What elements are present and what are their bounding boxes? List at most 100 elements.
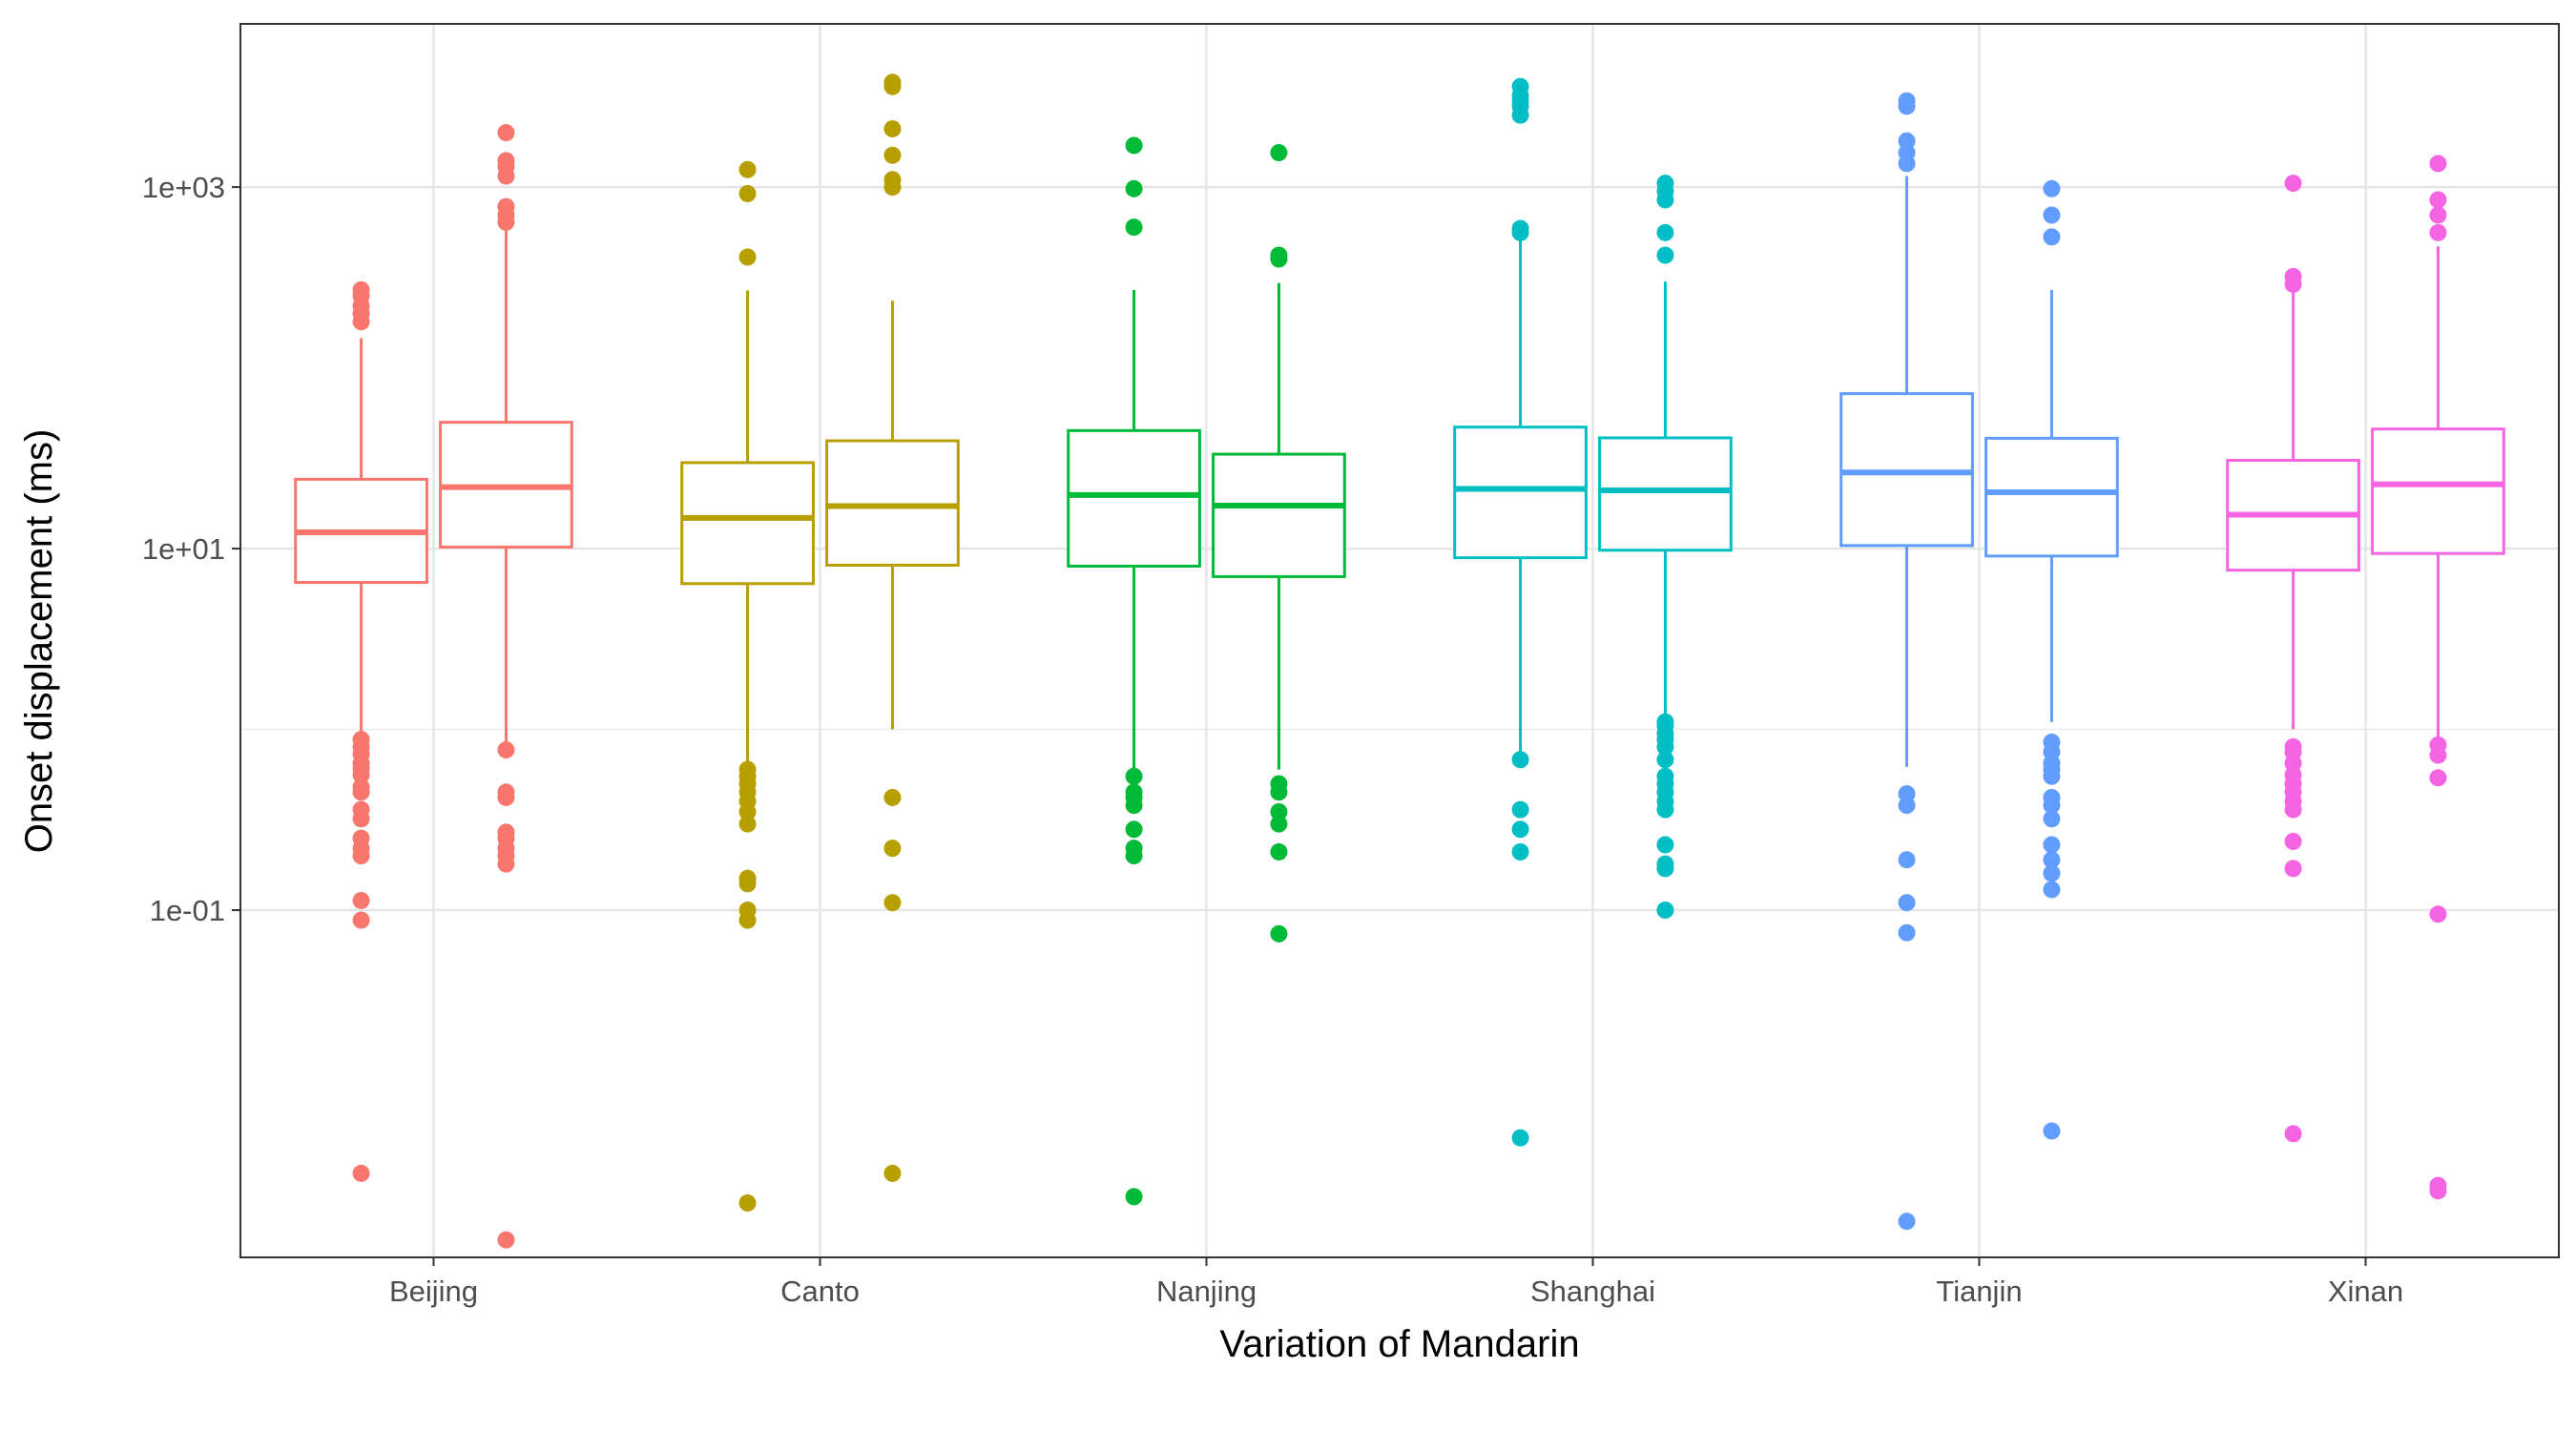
outlier-point xyxy=(738,1193,757,1212)
x-axis-title: Variation of Mandarin xyxy=(1219,1323,1579,1365)
outlier-point xyxy=(1511,820,1529,839)
box-iqr xyxy=(1067,428,1201,568)
plot-panel xyxy=(240,24,2559,1257)
outlier-point xyxy=(497,1231,515,1249)
outlier-point xyxy=(1656,767,1674,785)
outlier-point xyxy=(1270,815,1288,833)
outlier-point xyxy=(2043,228,2061,246)
box-iqr xyxy=(1984,436,2119,558)
outlier-point xyxy=(2043,1122,2061,1140)
outlier-point xyxy=(2043,881,2061,899)
outlier-point xyxy=(497,783,515,801)
outlier-point xyxy=(2043,851,2061,869)
outlier-point xyxy=(2429,191,2447,209)
box-iqr xyxy=(825,439,960,567)
outlier-point xyxy=(352,800,370,819)
box-iqr xyxy=(1598,436,1733,552)
box-iqr xyxy=(680,461,815,586)
outlier-point xyxy=(2284,737,2302,756)
outlier-point xyxy=(497,197,515,216)
box-beijing-1 xyxy=(439,124,573,1249)
y-tick-label: 1e-01 xyxy=(150,894,225,927)
outlier-point xyxy=(738,160,757,178)
outlier-point xyxy=(1898,894,1916,912)
outlier-point xyxy=(1898,132,1916,150)
y-axis-title: Onset displacement (ms) xyxy=(18,429,60,854)
outlier-point xyxy=(1125,783,1143,801)
outlier-point xyxy=(1270,842,1288,861)
outlier-point xyxy=(1125,767,1143,785)
box-shanghai-0 xyxy=(1453,77,1588,1147)
y-axis-ticks: 1e-01 1e+01 1e+03 xyxy=(142,171,240,927)
x-axis-ticks: Beijing Canto Nanjing Shanghai Tianjin Xinan xyxy=(389,1257,2403,1308)
box-nanjing-1 xyxy=(1212,144,1346,943)
box-iqr xyxy=(1453,425,1588,560)
outlier-point xyxy=(1656,751,1674,769)
outlier-point xyxy=(1656,855,1674,873)
outlier-point xyxy=(1898,92,1916,110)
outlier-point xyxy=(2043,733,2061,751)
outlier-point xyxy=(738,184,757,202)
outlier-point xyxy=(1656,175,1674,193)
outlier-point xyxy=(738,815,757,833)
outlier-point xyxy=(738,248,757,266)
box-nanjing-0 xyxy=(1067,136,1201,1206)
outlier-point xyxy=(497,124,515,142)
box-iqr xyxy=(1212,452,1346,578)
x-tick-label: Nanjing xyxy=(1156,1275,1257,1308)
outlier-point xyxy=(1125,179,1143,197)
outlier-point xyxy=(352,280,370,299)
outlier-point xyxy=(1511,219,1529,238)
outlier-point xyxy=(1270,775,1288,793)
box-xinan-0 xyxy=(2226,175,2360,1143)
outlier-point xyxy=(883,146,902,164)
outlier-point xyxy=(1270,924,1288,943)
outlier-point xyxy=(1898,144,1916,162)
outlier-point xyxy=(352,911,370,929)
outlier-point xyxy=(1656,713,1674,731)
box-series xyxy=(294,73,2505,1249)
x-tick-label: Beijing xyxy=(389,1275,478,1308)
outlier-point xyxy=(2284,1125,2302,1143)
box-tianjin-0 xyxy=(1839,92,1974,1231)
outlier-point xyxy=(2429,155,2447,173)
outlier-point xyxy=(352,891,370,909)
box-iqr xyxy=(2371,427,2505,555)
outlier-point xyxy=(1511,842,1529,861)
outlier-point xyxy=(1898,851,1916,869)
outlier-point xyxy=(1656,902,1674,920)
outlier-point xyxy=(883,1164,902,1182)
outlier-point xyxy=(1656,246,1674,264)
outlier-point xyxy=(2429,769,2447,787)
outlier-point xyxy=(2043,810,2061,828)
outlier-point xyxy=(352,1164,370,1182)
outlier-point xyxy=(1898,923,1916,942)
outlier-point xyxy=(883,120,902,138)
outlier-point xyxy=(352,731,370,749)
outlier-point xyxy=(497,741,515,759)
outlier-point xyxy=(1511,1129,1529,1147)
outlier-point xyxy=(1656,223,1674,241)
outlier-point xyxy=(2043,788,2061,806)
x-tick-label: Tianjin xyxy=(1936,1275,2022,1308)
outlier-point xyxy=(2043,836,2061,854)
outlier-point xyxy=(1125,136,1143,155)
outlier-point xyxy=(1511,751,1529,769)
outlier-point xyxy=(2284,267,2302,285)
outlier-point xyxy=(1511,800,1529,819)
box-shanghai-1 xyxy=(1598,175,1733,920)
x-tick-label: Xinan xyxy=(2328,1275,2403,1308)
outlier-point xyxy=(1898,1213,1916,1231)
outlier-point xyxy=(738,902,757,920)
outlier-point xyxy=(497,823,515,841)
outlier-point xyxy=(2429,736,2447,754)
outlier-point xyxy=(2429,223,2447,241)
outlier-point xyxy=(2284,832,2302,850)
outlier-point xyxy=(2429,206,2447,224)
outlier-point xyxy=(883,840,902,858)
outlier-point xyxy=(2429,905,2447,923)
box-xinan-1 xyxy=(2371,155,2505,1200)
y-tick-label: 1e+03 xyxy=(142,171,225,204)
outlier-point xyxy=(2284,175,2302,193)
box-tianjin-1 xyxy=(1984,179,2119,1140)
